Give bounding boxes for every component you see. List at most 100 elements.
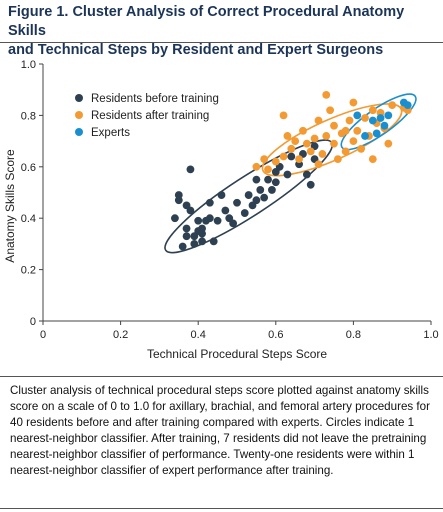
point-before xyxy=(205,198,214,207)
point-before xyxy=(182,232,191,241)
point-experts xyxy=(376,114,385,122)
point-after xyxy=(349,98,358,107)
point-experts xyxy=(384,111,393,120)
point-after xyxy=(368,155,377,163)
point-after xyxy=(306,147,315,156)
y-axis-label: Anatomy Skills Score xyxy=(3,149,17,263)
point-before xyxy=(252,196,261,205)
point-after xyxy=(341,126,350,135)
point-experts xyxy=(403,101,412,110)
point-after xyxy=(271,157,280,166)
point-after xyxy=(322,90,331,99)
point-before xyxy=(271,178,280,187)
legend-marker-experts xyxy=(75,128,83,136)
chart-legend: Residents before training Residents after… xyxy=(75,93,219,139)
point-before xyxy=(256,186,265,194)
y-tick-label: 0.8 xyxy=(21,110,36,122)
point-before xyxy=(186,165,195,174)
point-before xyxy=(174,191,183,199)
point-after xyxy=(252,162,261,171)
point-before xyxy=(287,152,296,161)
x-tick-label: 0.6 xyxy=(268,329,283,341)
point-after xyxy=(279,111,288,120)
point-after xyxy=(318,150,327,158)
point-experts xyxy=(380,121,389,130)
point-before xyxy=(186,206,195,215)
point-after xyxy=(295,155,303,163)
x-axis-label: Technical Procedural Steps Score xyxy=(147,347,327,361)
point-before xyxy=(233,198,241,207)
point-before xyxy=(221,206,230,215)
point-after xyxy=(333,155,342,163)
point-before xyxy=(244,191,253,199)
point-after xyxy=(283,132,292,140)
y-tick-label: 0.6 xyxy=(21,162,36,174)
point-before xyxy=(213,216,222,225)
legend-marker-before xyxy=(75,94,83,102)
legend-label-experts: Experts xyxy=(91,127,130,139)
point-after xyxy=(314,116,323,125)
y-tick-label: 0 xyxy=(30,316,36,328)
point-before xyxy=(190,240,199,248)
point-before xyxy=(229,219,238,228)
point-after xyxy=(264,165,272,174)
figure-title-line-2: and Technical Steps by Resident and Expe… xyxy=(8,42,384,58)
point-after xyxy=(357,144,366,153)
point-before xyxy=(194,216,203,225)
point-before xyxy=(283,170,292,179)
legend-label-after: Residents after training xyxy=(91,110,209,122)
caption-top-rule xyxy=(0,376,443,377)
point-after xyxy=(345,116,354,125)
point-before xyxy=(182,224,191,233)
point-before xyxy=(268,186,276,194)
point-before xyxy=(205,214,214,223)
y-tick-label: 0.2 xyxy=(21,265,36,277)
point-after xyxy=(326,106,335,115)
point-experts xyxy=(361,132,369,140)
point-experts xyxy=(372,129,381,138)
legend-label-before: Residents before training xyxy=(91,93,219,105)
y-tick-label: 1.0 xyxy=(21,59,36,71)
point-after xyxy=(361,114,369,122)
figure-caption: Cluster analysis of technical procedural… xyxy=(10,384,430,477)
caption-bottom-rule xyxy=(0,508,443,509)
point-after xyxy=(287,144,296,153)
point-after xyxy=(302,139,311,148)
point-experts xyxy=(353,111,362,120)
x-tick-label: 0 xyxy=(40,329,46,341)
point-after xyxy=(314,160,323,169)
x-tick-label: 0.2 xyxy=(113,329,128,341)
y-tick-label: 0.4 xyxy=(21,213,36,225)
point-before xyxy=(217,191,226,199)
x-tick-label: 0.8 xyxy=(346,329,361,341)
point-before xyxy=(178,242,187,251)
point-after xyxy=(388,101,397,110)
point-after xyxy=(322,132,331,140)
point-after xyxy=(368,106,377,115)
point-before xyxy=(171,214,179,223)
data-points xyxy=(171,90,412,251)
point-before xyxy=(302,170,311,179)
point-after xyxy=(341,147,350,156)
point-before xyxy=(209,237,218,246)
point-before xyxy=(198,237,206,246)
point-before xyxy=(264,175,272,184)
point-before xyxy=(306,180,315,189)
chart-axes: 0 0.2 0.4 0.6 0.8 1.0 0 0.2 0.4 0.6 0.8 1.0 xyxy=(21,59,439,341)
x-tick-label: 1.0 xyxy=(423,329,438,341)
point-after xyxy=(349,137,358,145)
point-after xyxy=(330,121,338,130)
scatter-chart: 0 0.2 0.4 0.6 0.8 1.0 0 0.2 0.4 0.6 0.8 1.0 Residen… xyxy=(3,59,439,361)
title-rule xyxy=(0,42,443,43)
point-before xyxy=(240,209,249,217)
x-tick-label: 0.4 xyxy=(191,329,206,341)
point-before xyxy=(260,193,269,202)
point-after xyxy=(353,126,362,135)
point-before xyxy=(198,224,206,233)
point-after xyxy=(291,137,300,145)
point-before xyxy=(271,168,280,176)
point-after xyxy=(384,139,393,148)
legend-marker-after xyxy=(75,111,83,119)
figure-title: Figure 1. Cluster Analysis of Correct Pr… xyxy=(8,3,438,60)
